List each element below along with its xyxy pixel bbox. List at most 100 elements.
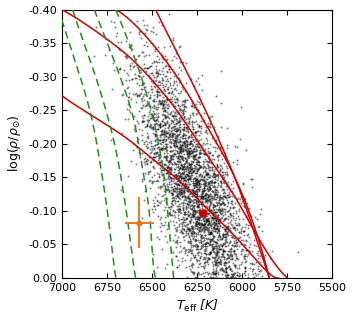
Point — [151, 164, 156, 169]
Point — [268, 256, 273, 261]
Point — [182, 141, 188, 146]
Point — [134, 144, 140, 149]
Point — [217, 241, 223, 246]
Point — [156, 59, 162, 64]
Point — [250, 249, 255, 254]
Point — [190, 209, 196, 214]
Point — [196, 258, 202, 263]
Point — [171, 176, 176, 181]
Point — [182, 173, 188, 178]
Point — [220, 241, 226, 246]
Point — [212, 166, 218, 171]
Point — [161, 108, 166, 113]
Point — [178, 228, 184, 233]
Point — [195, 264, 201, 269]
Point — [202, 146, 207, 151]
Point — [211, 220, 216, 225]
Point — [186, 188, 191, 194]
Point — [174, 138, 180, 143]
Point — [139, 97, 144, 102]
Point — [222, 232, 228, 237]
Point — [203, 168, 208, 173]
Point — [169, 118, 175, 123]
Point — [176, 124, 182, 130]
Point — [165, 173, 170, 178]
Point — [162, 114, 168, 119]
Point — [202, 203, 207, 208]
Point — [213, 266, 219, 271]
Point — [190, 201, 195, 206]
Point — [199, 204, 205, 209]
Point — [205, 226, 211, 231]
Point — [217, 259, 223, 264]
Point — [155, 197, 160, 203]
Point — [148, 160, 153, 165]
Point — [189, 103, 195, 108]
Point — [178, 186, 184, 191]
Point — [222, 227, 228, 232]
Point — [197, 238, 203, 243]
Point — [201, 182, 207, 187]
Point — [177, 149, 183, 154]
Point — [190, 220, 195, 225]
Point — [173, 55, 179, 60]
Point — [210, 212, 216, 217]
Point — [207, 200, 213, 205]
Point — [218, 194, 223, 199]
Point — [260, 255, 265, 260]
Point — [152, 112, 157, 117]
Point — [204, 172, 210, 177]
Point — [223, 163, 228, 168]
Point — [196, 194, 202, 199]
Point — [171, 74, 176, 79]
Point — [203, 247, 209, 252]
Point — [218, 283, 224, 288]
Point — [188, 247, 193, 252]
Point — [182, 209, 188, 214]
Point — [218, 69, 224, 74]
Point — [198, 251, 203, 256]
Point — [224, 226, 229, 231]
Point — [185, 176, 191, 181]
Point — [166, 165, 171, 170]
Point — [225, 192, 231, 197]
Point — [228, 221, 234, 226]
Point — [183, 104, 189, 109]
Point — [230, 249, 235, 254]
Point — [193, 180, 198, 186]
Point — [196, 163, 202, 168]
Point — [210, 216, 216, 221]
Point — [179, 155, 185, 160]
Point — [208, 180, 214, 186]
Point — [185, 227, 191, 232]
Point — [175, 198, 181, 203]
Point — [192, 129, 197, 134]
Point — [177, 118, 183, 123]
Point — [142, 197, 147, 203]
Point — [212, 184, 218, 189]
Point — [186, 185, 191, 190]
Point — [197, 148, 203, 153]
Point — [171, 172, 177, 178]
Point — [215, 271, 220, 276]
Point — [194, 278, 200, 283]
Point — [155, 71, 160, 76]
Point — [194, 242, 200, 247]
Point — [165, 172, 171, 177]
Point — [126, 117, 131, 122]
Point — [148, 63, 153, 68]
Point — [228, 272, 234, 277]
Point — [155, 127, 161, 132]
Point — [208, 282, 214, 287]
Point — [200, 118, 206, 124]
Point — [241, 253, 246, 258]
Point — [197, 184, 202, 189]
Point — [185, 178, 191, 183]
Point — [177, 156, 183, 161]
Point — [185, 213, 191, 219]
Point — [242, 266, 247, 271]
Point — [148, 158, 153, 164]
Point — [181, 183, 186, 188]
Point — [186, 199, 192, 204]
Point — [193, 130, 199, 135]
